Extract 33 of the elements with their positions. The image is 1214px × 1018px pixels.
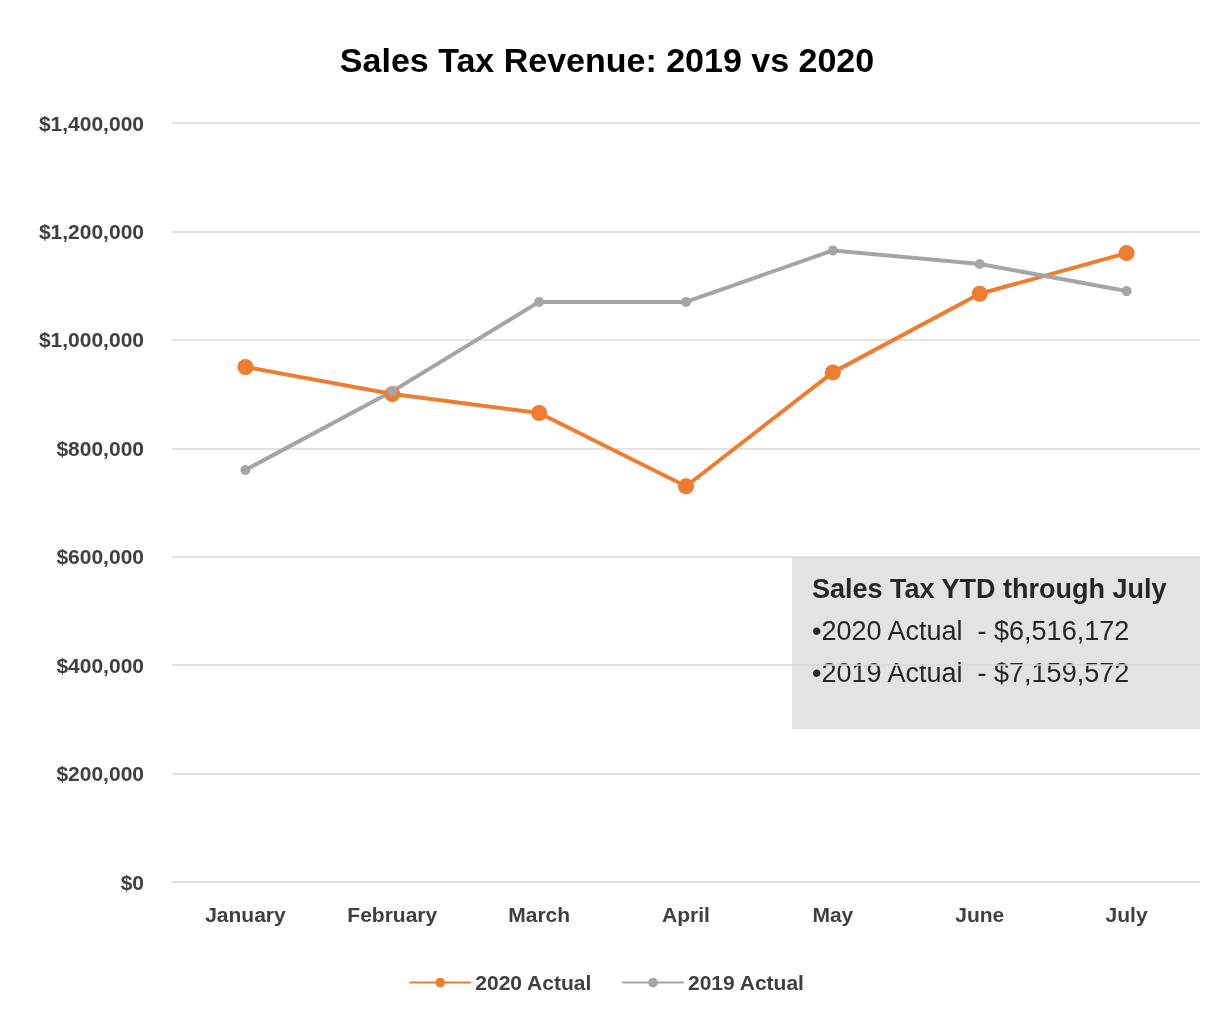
legend-label: 2019 Actual [688,971,804,994]
y-tick-label: $200,000 [56,762,144,786]
y-tick-label: $1,200,000 [38,219,144,243]
x-tick-label: April [662,903,710,926]
point [1121,286,1132,297]
point [824,364,841,381]
point [240,464,251,475]
y-tick-label: $1,400,000 [38,111,144,135]
x-tick-label: February [347,903,438,926]
y-tick-label: $1,000,000 [38,328,144,352]
legend-label: 2020 Actual [475,971,592,994]
point [237,358,254,375]
point [827,245,838,256]
annotation: Sales Tax YTD through July [812,573,1167,604]
y-tick-label: $800,000 [56,436,144,460]
annotation: •2020 Actual - $6,516,172 [812,615,1130,646]
point [681,296,691,307]
point [971,285,988,302]
y-tick-label: $400,000 [56,653,144,677]
x-tick-label: May [812,903,854,926]
point [534,296,545,307]
x-tick-label: June [955,903,1005,926]
annotation: •2019 Actual - $7,159,572 [812,657,1130,688]
chart-title: Sales Tax Revenue: 2019 vs 2020 [339,41,875,79]
point [1118,245,1135,262]
point [531,405,548,422]
x-tick-label: July [1105,903,1148,926]
x-tick-label: March [508,903,571,926]
x-tick-label: January [205,903,287,926]
y-tick-label: $600,000 [56,545,144,569]
y-tick-label: $0 [120,870,144,894]
point [974,258,985,269]
point [678,478,694,495]
